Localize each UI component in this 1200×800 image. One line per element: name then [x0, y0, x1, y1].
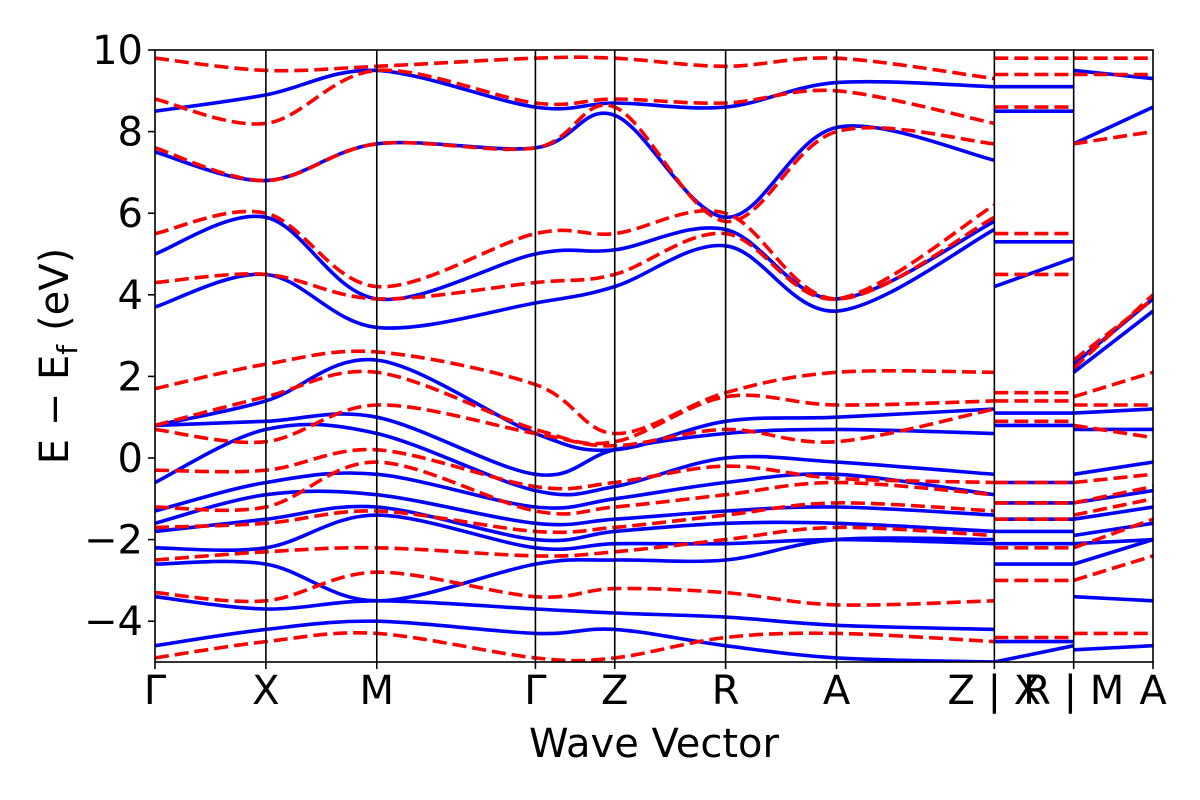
- red-dashed-band-9-seg-0: [155, 203, 996, 301]
- x-tick-label: Γ: [524, 668, 547, 714]
- red-dashed-band-1-seg-0: [155, 570, 995, 607]
- red-dashed-band-10-seg-0: [155, 208, 996, 301]
- y-axis-title: E − Ef (eV): [32, 248, 84, 465]
- y-tick-label: 8: [118, 110, 143, 156]
- blue-solid-band-7-seg-2: [1073, 460, 1153, 477]
- red-dashed-band-13-seg-0: [155, 55, 995, 81]
- red-dashed-band-9-seg-2: [1072, 297, 1153, 362]
- plot-frame: [154, 49, 1154, 663]
- y-axis-ticks: −4 −2 0 2 4 6 8 10: [84, 28, 155, 645]
- y-tick-label: 10: [92, 28, 143, 74]
- red-dashed-band-4-seg-2: [1073, 484, 1153, 505]
- y-axis-title-unit: (eV): [32, 248, 78, 331]
- bands-layer: [155, 55, 1153, 662]
- x-tick-label: M: [360, 668, 395, 714]
- y-axis-title-subscript: f: [51, 344, 84, 355]
- blue-solid-band-10-seg-1: [993, 256, 1075, 289]
- red-dashed-band-0-seg-0: [155, 630, 995, 662]
- blue-solid-band-3-seg-2: [1073, 537, 1153, 546]
- series-red-dashed: [155, 55, 1153, 662]
- blue-solid-band-1-seg-2: [1073, 594, 1153, 603]
- red-dashed-band-2-seg-2: [1073, 517, 1153, 550]
- x-tick-label: R: [712, 668, 740, 714]
- red-dashed-band-11-seg-0: [155, 103, 995, 224]
- y-tick-label: 4: [118, 273, 143, 319]
- red-dashed-band-5-seg-2: [1073, 472, 1153, 485]
- x-axis-title: Wave Vector: [529, 721, 780, 767]
- blue-solid-band-0-seg-1: [994, 643, 1075, 662]
- blue-solid-band-5-seg-2: [1073, 505, 1153, 521]
- blue-solid-band-4-seg-2: [1073, 521, 1153, 538]
- x-tick-label: A: [823, 668, 851, 714]
- series-blue-solid: [155, 68, 1153, 662]
- y-tick-label: 0: [118, 436, 143, 482]
- y-tick-label: −2: [84, 518, 143, 564]
- x-tick-label: Z | X: [947, 668, 1041, 714]
- y-tick-label: 2: [118, 354, 143, 400]
- red-dashed-band-6-seg-2: [1073, 423, 1153, 440]
- x-tick-label: Γ: [144, 668, 167, 714]
- red-dashed-band-12-seg-0: [155, 68, 995, 126]
- x-tick-label: Z: [601, 668, 628, 714]
- red-dashed-band-1-seg-2: [1073, 554, 1153, 583]
- svg-text:E − Ef(eV): E − Ef (eV): [32, 248, 84, 465]
- y-tick-label: −4: [84, 599, 143, 645]
- y-axis-title-main: E − E: [32, 355, 78, 465]
- red-dashed-band-8-seg-2: [1073, 370, 1153, 399]
- red-dashed-band-3-seg-2: [1073, 497, 1153, 517]
- red-dashed-band-8-seg-0: [155, 349, 995, 436]
- y-tick-label: 6: [118, 191, 143, 237]
- red-dashed-band-6-seg-0: [155, 403, 995, 448]
- x-tick-label: R | M: [1023, 668, 1124, 714]
- kpoint-divider-lines: [265, 50, 1075, 662]
- red-dashed-band-7-seg-0: [155, 369, 995, 446]
- blue-solid-band-1-seg-0: [155, 594, 995, 632]
- blue-solid-band-0-seg-2: [1073, 643, 1153, 652]
- blue-solid-band-13-seg-2: [1073, 68, 1153, 81]
- red-dashed-band-11-seg-2: [1073, 129, 1153, 146]
- blue-solid-band-10-seg-2: [1072, 309, 1153, 374]
- blue-solid-band-7-seg-0: [155, 422, 995, 497]
- x-tick-label: A: [1139, 668, 1167, 714]
- red-dashed-band-10-seg-2: [1072, 293, 1153, 370]
- x-tick-label: X: [252, 668, 279, 714]
- blue-solid-band-9-seg-2: [1073, 407, 1153, 415]
- x-axis-ticks: Γ X M Γ Z R A Z | XR | M A: [144, 662, 1167, 714]
